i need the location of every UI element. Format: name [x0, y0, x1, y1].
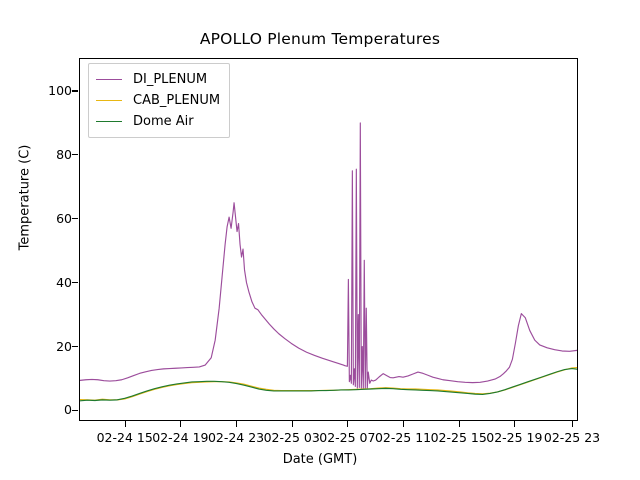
legend-color-swatch — [96, 121, 122, 122]
legend-label: Dome Air — [133, 114, 194, 129]
x-tick-mark — [124, 421, 126, 427]
y-tick-label: 60 — [56, 210, 72, 226]
legend-label: CAB_PLENUM — [133, 93, 221, 108]
y-tick-mark — [72, 218, 78, 220]
x-tick-mark — [572, 421, 574, 427]
legend-color-swatch — [96, 79, 122, 80]
y-tick-mark — [72, 409, 78, 411]
x-tick-label: 02-25 23 — [543, 430, 601, 445]
x-tick-mark — [514, 421, 516, 427]
y-tick-label: 80 — [56, 146, 72, 162]
y-axis-ticks: 0 20 40 60 80 100 — [22, 0, 72, 480]
x-tick-label: 02-24 19 — [152, 430, 209, 445]
legend-item[interactable]: CAB_PLENUM — [96, 90, 220, 111]
y-tick-mark — [72, 282, 78, 284]
x-tick-mark — [458, 421, 460, 427]
y-tick-mark — [72, 90, 78, 92]
x-axis-label: Date (GMT) — [282, 452, 358, 467]
x-tick-label: 02-25 03 — [263, 430, 320, 445]
x-tick-label: 02-24 23 — [207, 430, 265, 445]
series-line-cab-plenum — [80, 367, 577, 401]
y-tick-label: 40 — [56, 274, 72, 290]
legend-label: DI_PLENUM — [133, 72, 208, 87]
x-tick-label: 02-25 19 — [486, 430, 543, 445]
x-tick-label: 02-25 15 — [430, 430, 487, 445]
y-tick-label: 0 — [64, 402, 72, 418]
chart-legend: DI_PLENUM CAB_PLENUM Dome Air — [88, 63, 231, 138]
x-tick-mark — [180, 421, 182, 427]
x-tick-label: 02-24 15 — [96, 430, 153, 445]
series-line-dome-air — [80, 367, 577, 402]
legend-item[interactable]: DI_PLENUM — [96, 69, 220, 90]
series-line-di-plenum — [80, 122, 577, 390]
x-tick-mark — [403, 421, 405, 427]
y-tick-label: 100 — [48, 82, 72, 98]
x-tick-label: 02-25 07 — [319, 430, 376, 445]
x-tick-label: 02-25 11 — [374, 430, 432, 445]
y-tick-mark — [72, 346, 78, 348]
plot-lines — [80, 122, 577, 402]
x-tick-mark — [236, 421, 238, 427]
x-tick-mark — [291, 421, 293, 427]
y-tick-label: 20 — [56, 338, 72, 354]
legend-color-swatch — [96, 100, 122, 101]
legend-item[interactable]: Dome Air — [96, 111, 220, 132]
y-tick-mark — [72, 154, 78, 156]
x-tick-mark — [347, 421, 349, 427]
page-title: APOLLO Plenum Temperatures — [199, 30, 441, 48]
